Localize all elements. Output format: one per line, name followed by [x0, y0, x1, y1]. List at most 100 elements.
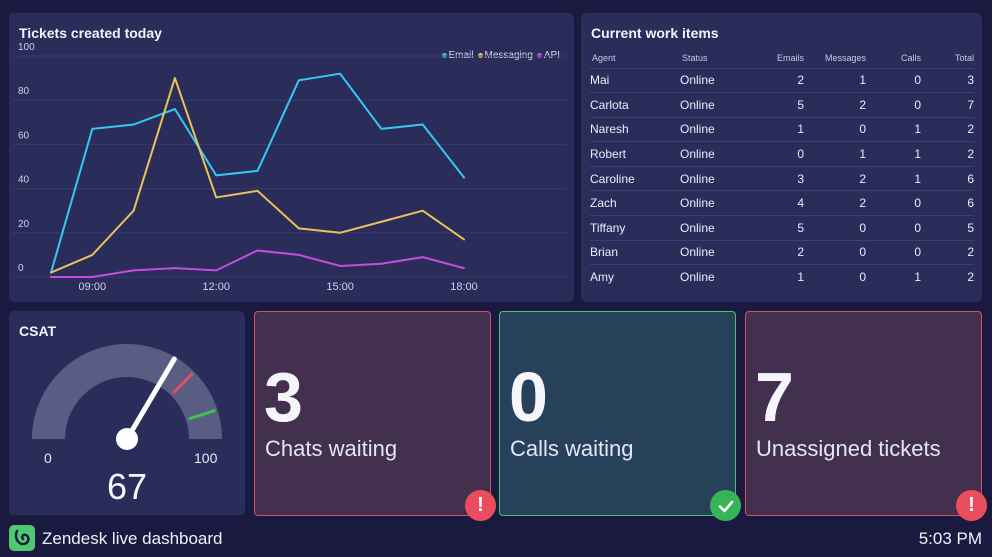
cell-agent: Zach: [590, 190, 680, 217]
table-row: Naresh Online 1 0 1 2: [590, 117, 974, 143]
tickets-line-chart: 0 20 40 60 80 100 09:00 12:00 15:00 18:00: [13, 42, 567, 293]
cell-emails: 2: [750, 240, 804, 266]
col-header-emails: Emails: [750, 48, 804, 69]
clock-time: 5:03 PM: [918, 529, 982, 548]
gauge-min-label: 0: [44, 450, 52, 466]
unassigned-tickets-count: 7: [755, 358, 794, 436]
cell-emails: 5: [750, 92, 804, 118]
chats-waiting-label: Chats waiting: [265, 436, 398, 461]
x-tick-label: 18:00: [450, 281, 478, 293]
gauge-needle: [124, 356, 177, 442]
calls-waiting-tile[interactable]: 0 Calls waiting: [499, 311, 741, 521]
table-row: Carlota Online 5 2 0 7: [590, 92, 974, 118]
cell-status: Online: [680, 190, 750, 217]
y-tick-label: 80: [18, 86, 30, 97]
cell-emails: 4: [750, 190, 804, 217]
cell-agent: Caroline: [590, 166, 680, 192]
cell-total: 3: [921, 68, 974, 94]
x-tick-label: 15:00: [326, 281, 354, 293]
col-header-total: Total: [921, 48, 974, 69]
cell-messages: 2: [804, 190, 866, 217]
y-tick-label: 60: [18, 130, 30, 141]
tickets-chart-panel: Tickets created today Email Messaging AP…: [9, 13, 574, 302]
cell-messages: 0: [859, 270, 866, 285]
cell-messages: 2: [804, 92, 866, 118]
cell-emails: 2: [750, 68, 804, 94]
gauge-max-label: 100: [194, 450, 218, 466]
cell-status: Online: [680, 117, 750, 143]
work-items-title: Current work items: [591, 25, 719, 41]
cell-total: 6: [921, 166, 974, 192]
cell-calls: 0: [866, 92, 921, 118]
cell-total: 2: [967, 270, 974, 285]
y-tick-label: 20: [18, 219, 30, 230]
cell-total: 2: [921, 141, 974, 167]
cell-calls: 1: [866, 117, 921, 143]
cell-emails: 3: [750, 166, 804, 192]
cell-agent: Mai: [590, 68, 680, 94]
x-tick-label: 09:00: [79, 281, 107, 293]
calls-waiting-label: Calls waiting: [510, 436, 634, 461]
cell-calls: 0: [866, 190, 921, 217]
cell-status: Online: [680, 141, 750, 167]
chats-waiting-tile[interactable]: 3 Chats waiting !: [254, 311, 496, 521]
table-row: Caroline Online 3 2 1 6: [590, 166, 974, 192]
zendesk-logo-icon: [9, 525, 35, 551]
cell-calls: 1: [866, 166, 921, 192]
series-line-email: [50, 72, 465, 274]
cell-total: 2: [921, 117, 974, 143]
cell-status: Online: [680, 68, 750, 94]
series-line-api: [50, 249, 465, 278]
cell-total: 7: [921, 92, 974, 118]
cell-calls: 0: [866, 68, 921, 94]
csat-value: 67: [107, 466, 148, 507]
cell-total: 2: [921, 240, 974, 266]
col-header-calls: Calls: [866, 48, 921, 69]
gauge-track: [32, 344, 222, 439]
cell-total: 6: [921, 190, 974, 217]
table-row: Tiffany Online 5 0 0 5: [590, 215, 974, 241]
table-row: Robert Online 0 1 1 2: [590, 141, 974, 167]
work-items-table: Agent Status Emails Messages Calls Total…: [590, 48, 974, 289]
unassigned-tickets-label: Unassigned tickets: [756, 436, 941, 461]
cell-status: Online: [680, 270, 715, 285]
cell-agent: Tiffany: [590, 215, 680, 241]
csat-panel: CSAT 0 100 67: [9, 311, 245, 515]
cell-agent: Amy: [590, 270, 614, 285]
y-tick-label: 40: [18, 175, 30, 186]
cell-agent: Carlota: [590, 92, 680, 118]
x-tick-label: 12:00: [202, 281, 230, 293]
gauge-needle-hub: [116, 428, 138, 450]
chats-waiting-count: 3: [264, 358, 303, 436]
cell-messages: 2: [804, 166, 866, 192]
table-row: Zach Online 4 2 0 6: [590, 190, 974, 217]
gauge-marker-red: [171, 372, 194, 395]
calls-waiting-count: 0: [509, 358, 548, 436]
cell-emails: 5: [750, 215, 804, 241]
cell-agent: Robert: [590, 141, 680, 167]
table-header-row: Agent Status Emails Messages Calls Total: [590, 48, 974, 69]
col-header-status: Status: [680, 48, 750, 69]
cell-messages: 0: [804, 215, 866, 241]
table-row: Brian Online 2 0 0 2: [590, 240, 974, 266]
cell-calls: 0: [866, 240, 921, 266]
cell-status: Online: [680, 92, 750, 118]
work-items-panel: Current work items Agent Status Emails M…: [581, 13, 982, 302]
csat-gauge: [32, 344, 222, 450]
cell-status: Online: [680, 215, 750, 241]
y-tick-label: 100: [18, 42, 35, 53]
cell-calls: 0: [866, 215, 921, 241]
unassigned-tickets-tile[interactable]: 7 Unassigned tickets !: [745, 311, 987, 521]
table-row: Mai Online 2 1 0 3: [590, 68, 974, 94]
cell-agent: Naresh: [590, 117, 680, 143]
exclamation-icon: !: [956, 490, 987, 521]
cell-messages: 0: [804, 117, 866, 143]
cell-messages: 1: [804, 141, 866, 167]
cell-emails: 1: [797, 270, 804, 285]
cell-calls: 1: [866, 141, 921, 167]
cell-messages: 1: [804, 68, 866, 94]
exclamation-icon: !: [465, 490, 496, 521]
table-row: Amy Online 1 0 1 2: [590, 265, 974, 290]
y-tick-label: 0: [18, 263, 24, 274]
cell-calls: 1: [914, 270, 921, 285]
